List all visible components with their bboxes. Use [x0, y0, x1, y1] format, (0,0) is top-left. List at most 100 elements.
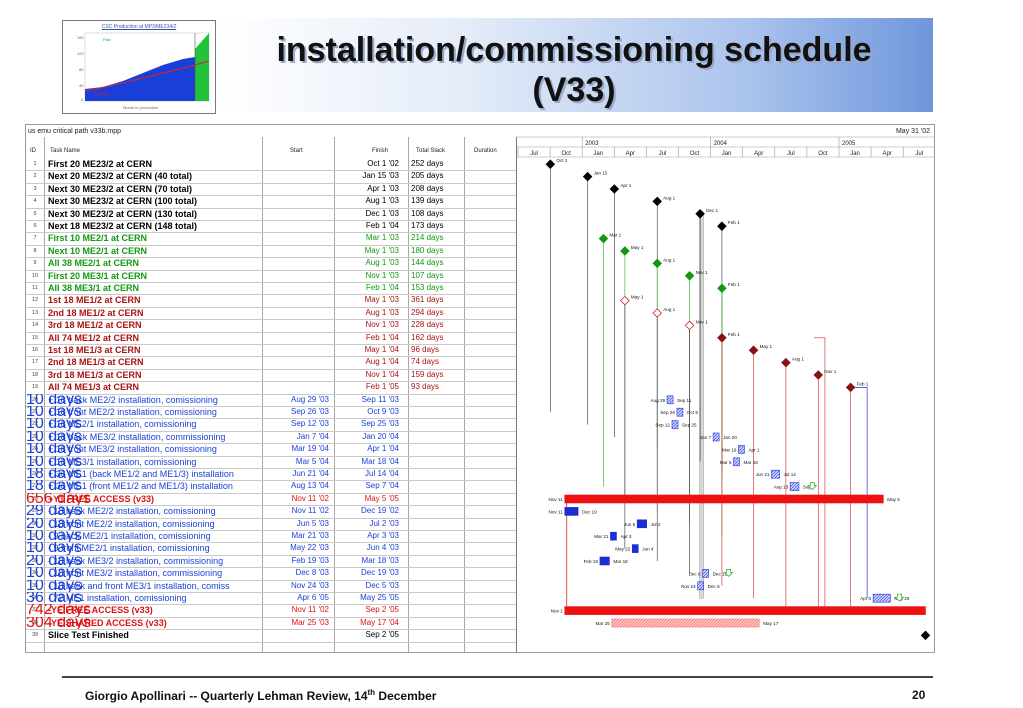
task-id: 6: [33, 223, 37, 229]
gantt-bar-finish-label: Dec 19: [582, 509, 597, 514]
task-id: 11: [32, 285, 38, 291]
table-row[interactable]: 17 2nd 18 ME1/3 at CERN Aug 1 '04 74 days: [26, 356, 516, 370]
task-name: All 74 ME1/2 at CERN: [48, 332, 140, 343]
task-total-slack: 205 days: [411, 171, 444, 181]
footer-text: Giorgio Apollinari -- Quarterly Lehman R…: [85, 688, 436, 703]
task-total-slack: [411, 617, 466, 629]
table-row[interactable]: 36 - 72 ME1 installation, comissioning Apr…: [26, 592, 516, 606]
table-row[interactable]: 19 All 74 ME1/3 at CERN Feb 1 '05 93 days: [26, 381, 516, 395]
task-duration: 10 days: [26, 406, 83, 419]
task-start: Mar 25 '03: [291, 617, 329, 627]
table-row[interactable]: 13 2nd 18 ME1/2 at CERN Aug 1 '03 294 days: [26, 307, 516, 321]
gantt-milestone-label: May 1: [631, 245, 644, 250]
table-row[interactable]: 1 First 20 ME23/2 at CERN Oct 1 '02 252 day…: [26, 158, 516, 172]
task-finish: Sep 2 '05: [365, 630, 399, 640]
gantt-bar-start-label: Mar 5: [720, 460, 732, 465]
table-row[interactable]: 31 - 9 back ME2/1 installation, comission…: [26, 530, 516, 544]
gantt-bar-finish-label: Sep 25: [682, 423, 697, 428]
table-row[interactable]: 10 First 20 ME3/1 at CERN Nov 1 '03 107 day…: [26, 270, 516, 283]
table-row[interactable]: 7 First 10 ME2/1 at CERN Mar 1 '03 214 days: [26, 232, 516, 246]
dependency-link: [814, 337, 826, 611]
task-id: 30: [31, 520, 39, 527]
table-row[interactable]: 18 3rd 18 ME1/3 at CERN Nov 1 '04 159 days: [26, 369, 516, 383]
gantt-chart: 2003 2004 2005 Jul Oct Jan Apr Jul Oct Jan Apr Jul O…: [516, 136, 934, 641]
gantt-bar: [676, 407, 684, 417]
table-row[interactable]: 21 + 18 front ME2/2 installation, comissi…: [26, 406, 516, 420]
gantt-bar-finish-label: Apr 1: [748, 447, 759, 452]
column-header-start: Start: [290, 148, 303, 154]
task-total-slack: [411, 555, 466, 567]
table-row[interactable]: 11 All 38 ME3/1 at CERN Feb 1 '04 153 days: [26, 282, 516, 296]
gantt-bar: [697, 581, 704, 591]
table-row[interactable]: 38 -YE SHARED ACCESS (v33) Mar 25 '03 May 1…: [26, 617, 516, 631]
table-row[interactable]: 4 Next 30 ME23/2 at CERN (100 total) Aug 1…: [26, 195, 516, 209]
task-total-slack: 214 days: [411, 233, 444, 243]
table-row[interactable]: 28 +Y1 FREE ACCESS (v33) Nov 11 '02 May 5 '…: [26, 493, 516, 507]
task-finish: May 5 '05: [364, 493, 399, 503]
table-row[interactable]: 2 Next 20 ME23/2 at CERN (40 total) Jan 15…: [26, 170, 516, 184]
table-row[interactable]: 29 - 18 back ME2/2 installation, comissio…: [26, 505, 516, 519]
task-total-slack: [411, 394, 466, 406]
task-total-slack: 208 days: [411, 183, 444, 193]
table-row[interactable]: 5 Next 30 ME23/2 at CERN (130 total) Dec 1…: [26, 208, 516, 221]
gantt-bar: [733, 457, 740, 467]
gantt-milestone: [684, 320, 695, 331]
gantt-milestone-label: Aug 1: [663, 307, 675, 312]
gantt-bar-finish-label: Mar 18: [744, 460, 759, 465]
footer-end: December: [375, 689, 437, 703]
table-row[interactable]: 3 Next 30 ME23/2 at CERN (70 total) Apr 1 …: [26, 183, 516, 197]
task-name: Next 30 ME23/2 at CERN (100 total): [48, 196, 198, 207]
table-row[interactable]: 24 + 18 front ME3/2 installation, comissi…: [26, 443, 516, 457]
task-name: All 38 ME2/1 at CERN: [48, 258, 140, 269]
table-row[interactable]: 15 All 74 ME1/2 at CERN Feb 1 '04 162 days: [26, 332, 516, 345]
table-row[interactable]: 35 - 18 back and front ME3/1 installation…: [26, 580, 516, 593]
table-row[interactable]: 14 3rd 18 ME1/2 at CERN Nov 1 '03 228 days: [26, 319, 516, 333]
gantt-bar-finish-label: Dec 5: [708, 584, 720, 589]
task-name: + 18 ME3/1 installation, comissioning: [48, 456, 197, 467]
gantt-bar: [599, 556, 610, 566]
table-row[interactable]: 9 All 38 ME2/1 at CERN Aug 1 '03 144 days: [26, 257, 516, 271]
task-id: 14: [31, 322, 39, 329]
table-row[interactable]: 34 - 18 front ME3/2 installation, commiss…: [26, 567, 516, 581]
gantt-milestone: [813, 370, 824, 380]
gantt-bar-finish-label: Jul 14: [784, 472, 797, 477]
task-start: [264, 319, 329, 331]
table-row[interactable]: 6 Next 18 ME23/2 at CERN (148 total) Feb 1…: [26, 220, 516, 234]
task-finish: Sep 11 '03: [361, 394, 399, 404]
task-name: - 9 front ME2/1 installation, comissioni…: [48, 543, 210, 554]
task-id: 26: [31, 471, 39, 477]
table-row[interactable]: 22 + 18 ME2/1 installation, comissioning S…: [26, 418, 516, 432]
task-finish: Oct 9 '03: [367, 407, 399, 416]
task-name: 1st 18 ME1/3 at CERN: [48, 345, 141, 355]
table-row[interactable]: 23 + 18 back ME3/2 installation, commissi…: [26, 431, 516, 445]
task-total-slack: [411, 456, 466, 468]
table-row[interactable]: 25 + 18 ME3/1 installation, comissioning M…: [26, 456, 516, 469]
task-id: 35: [31, 582, 39, 589]
task-name: - 18 back ME3/2 installation, commission…: [48, 555, 224, 566]
task-id: 16: [31, 347, 39, 353]
gantt-milestone: [717, 221, 727, 231]
thumbnail-legend-done: Done: [111, 77, 121, 82]
task-name: 3rd 18 ME1/2 at CERN: [48, 320, 142, 331]
task-id: 21: [31, 409, 39, 415]
task-name: 1st 18 ME1/2 at CERN: [48, 295, 141, 306]
table-row[interactable]: 27 + 36 ME1 (front ME1/2 and ME1/3) insta…: [26, 480, 516, 494]
task-finish: May 17 '04: [360, 617, 399, 627]
gantt-milestone: [620, 246, 630, 256]
task-duration: 20 days: [26, 517, 83, 530]
gantt-bar: [872, 593, 891, 603]
table-row[interactable]: 20 + 18 back ME2/2 installation, comissio…: [26, 394, 516, 407]
table-row[interactable]: 37 -YE FREE ACCESS (v33) Nov 11 '02 Sep 2 '…: [26, 604, 516, 618]
table-row[interactable]: 39 Slice Test Finished Sep 2 '05: [26, 629, 516, 643]
task-id: 13: [31, 309, 39, 316]
table-row[interactable]: 30 - 18 front ME2/2 installation, comissi…: [26, 518, 516, 531]
table-row[interactable]: 33 - 18 back ME3/2 installation, commissi…: [26, 555, 516, 569]
table-row[interactable]: 26 + 36 ME1 (back ME1/2 and ME1/3) instal…: [26, 468, 516, 482]
gantt-milestone: [545, 159, 556, 169]
table-row[interactable]: 32 - 9 front ME2/1 installation, comissio…: [26, 542, 516, 556]
task-name: 2nd 18 ME1/3 at CERN: [48, 357, 144, 368]
table-row[interactable]: 16 1st 18 ME1/3 at CERN May 1 '04 96 days: [26, 344, 516, 358]
table-row[interactable]: 8 Next 10 ME2/1 at CERN May 1 '03 180 days: [26, 245, 516, 259]
column-header-finish: Finish: [372, 148, 389, 154]
table-row[interactable]: 12 1st 18 ME1/2 at CERN May 1 '03 361 days: [26, 294, 516, 308]
